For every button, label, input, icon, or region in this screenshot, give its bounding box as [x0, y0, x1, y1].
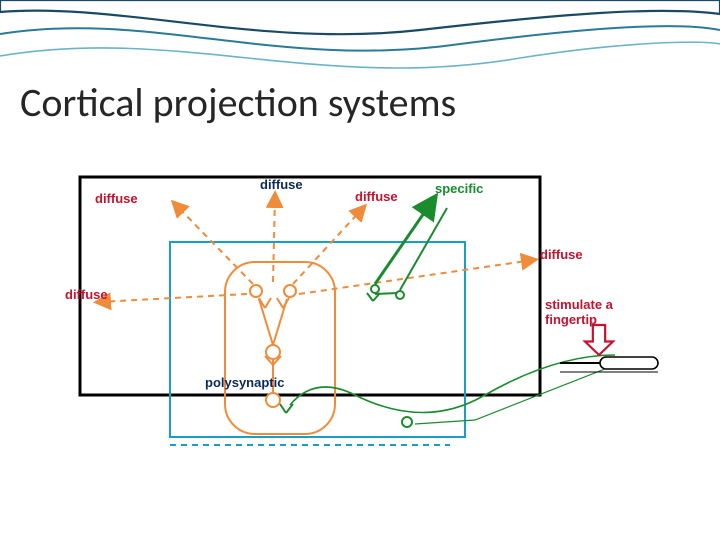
relay-green-1: [371, 285, 379, 293]
arrows-layer: [99, 196, 533, 393]
label-specific-top: specific: [435, 182, 483, 197]
label-diffuse-top-center: diffuse: [260, 178, 303, 193]
label-diffuse-top-left: diffuse: [95, 192, 138, 207]
cell-middle: [266, 345, 280, 359]
outer-black-box: [80, 177, 540, 395]
cell-bottom: [266, 393, 280, 407]
specific-up-2: [400, 208, 447, 290]
cell-top-right: [284, 285, 296, 297]
label-polysynaptic: polysynaptic: [205, 376, 284, 391]
wave-dark: [0, 0, 720, 34]
cell-top-left: [250, 285, 262, 297]
circles-layer: [250, 285, 412, 427]
inner-cyan-box: [170, 242, 465, 437]
poly-link-3: [273, 299, 287, 345]
diagram-area: diffuse diffuse diffuse specific diffuse diff…: [55, 160, 665, 470]
wave-light: [0, 42, 720, 68]
extra-layer: [560, 325, 658, 372]
y-receptor-g2: [280, 404, 293, 413]
label-diffuse-right: diffuse: [540, 248, 583, 263]
green-relay-link: [375, 293, 398, 294]
header-waves: [0, 0, 720, 90]
arrow-diffuse-up-left: [175, 204, 253, 284]
arrow-diffuse-right-out: [299, 260, 533, 294]
label-stimulate: stimulate afingertip: [545, 298, 613, 328]
fingertip-shape: [600, 357, 658, 369]
relay-green-2: [396, 291, 404, 299]
page-title: Cortical projection systems: [20, 78, 456, 127]
fiber-node: [402, 417, 412, 427]
slide: Cortical projection systems diffusediffu…: [0, 0, 720, 540]
wave-mid: [0, 26, 720, 51]
label-diffuse-top-mid2: diffuse: [355, 190, 398, 205]
label-diffuse-left: diffuse: [65, 288, 108, 303]
orange-capsule: [225, 262, 335, 434]
arrow-diffuse-up-center: [273, 196, 275, 282]
stimulate-arrow-icon: [585, 325, 613, 355]
boxes-layer: [80, 177, 540, 437]
